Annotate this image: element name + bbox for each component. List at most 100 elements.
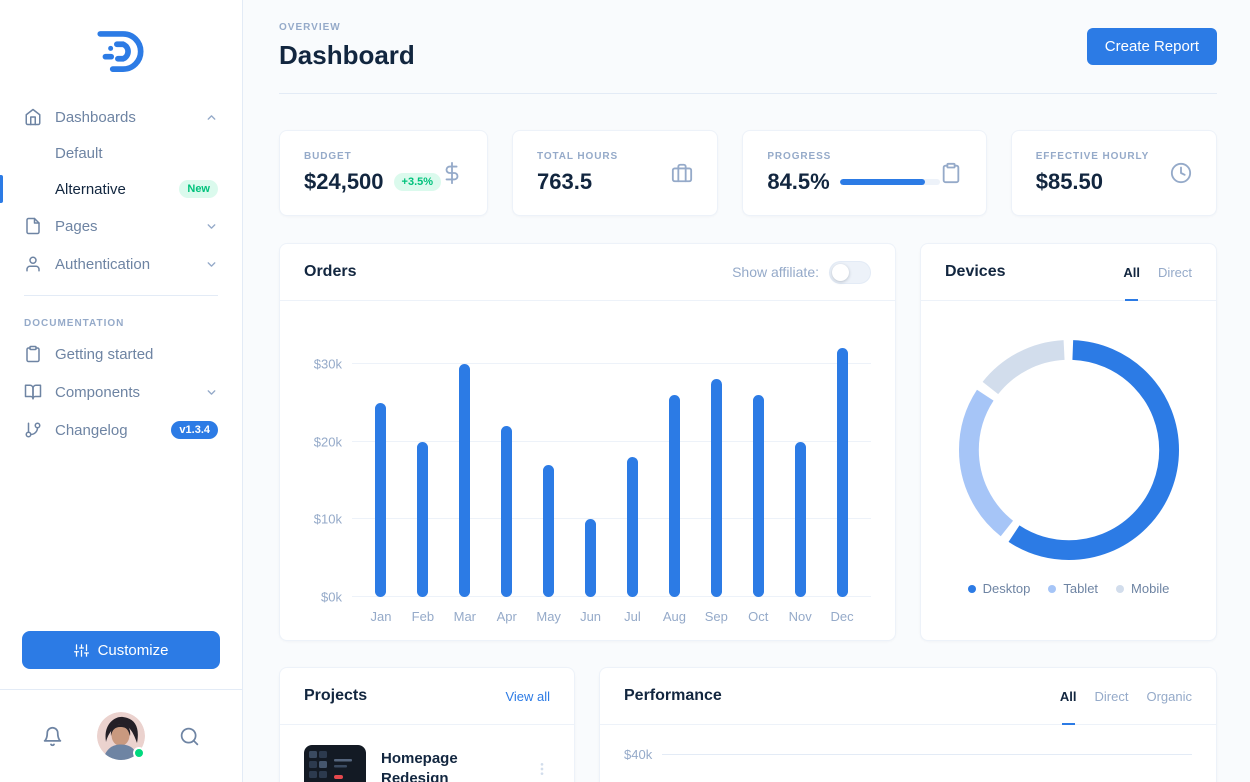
stat-value: 763.5 xyxy=(537,169,593,194)
view-all-link[interactable]: View all xyxy=(505,688,550,704)
legend-item-desktop[interactable]: Desktop xyxy=(967,581,1031,596)
bar-nov xyxy=(794,441,806,597)
bar-may xyxy=(543,464,555,597)
orders-card-header: Orders Show affiliate: xyxy=(280,244,895,301)
orders-xlabel-apr: Apr xyxy=(496,609,517,624)
bell-icon[interactable] xyxy=(42,726,63,747)
git-branch-icon xyxy=(25,422,41,438)
sidebar-item-authentication[interactable]: Authentication xyxy=(0,245,242,283)
dashkit-logo-icon xyxy=(97,31,144,72)
file-icon xyxy=(26,217,40,235)
bar-column-feb xyxy=(402,325,444,597)
sidebar-footer xyxy=(0,689,242,782)
clipboard-icon xyxy=(26,345,40,363)
bar-column-nov xyxy=(779,325,821,597)
legend-label: Desktop xyxy=(982,581,1031,596)
sidebar-item-components[interactable]: Components xyxy=(0,373,242,411)
bar-aug xyxy=(668,394,680,597)
chevron-up-icon xyxy=(207,114,216,120)
bar-column-jun xyxy=(570,325,612,597)
customize-button[interactable]: Customize xyxy=(22,631,220,669)
orders-gridline-30: $30k xyxy=(304,356,871,372)
devices-tab-direct[interactable]: Direct xyxy=(1158,264,1192,280)
charts-row: Orders Show affiliate: $0k $10k $20k $30k J… xyxy=(279,243,1217,641)
sidebar-item-pages[interactable]: Pages xyxy=(0,207,242,245)
sidebar-bottom: Customize xyxy=(0,631,242,782)
orders-title: Orders xyxy=(304,263,357,280)
bar-column-dec xyxy=(821,325,863,597)
orders-gridline-20: $20k xyxy=(304,434,871,450)
legend-dot-desktop xyxy=(967,584,976,593)
chevron-down-icon xyxy=(207,223,216,229)
user-icon xyxy=(26,256,40,272)
stat-label: Progress xyxy=(767,151,832,162)
bar-jan xyxy=(375,402,387,597)
performance-ytick: $40k xyxy=(624,747,653,762)
sidebar-item-alternative[interactable]: Alternative New xyxy=(0,171,242,207)
new-badge: New xyxy=(179,180,218,198)
sidebar-item-dashboards[interactable]: Dashboards xyxy=(0,98,242,136)
sidebar: Dashboards Default Alternative New Pages… xyxy=(0,0,243,782)
stat-card-budget: Budget $24,500 +3.5% xyxy=(279,130,489,216)
orders-xlabel-feb: Feb xyxy=(411,609,435,624)
donut-segment-tablet xyxy=(958,339,1179,561)
performance-gridline xyxy=(662,754,1192,755)
legend-label: Mobile xyxy=(1131,581,1170,596)
performance-tab-organic[interactable]: Organic xyxy=(1146,688,1192,704)
sidebar-item-default[interactable]: Default xyxy=(0,136,242,171)
performance-tab-all[interactable]: All xyxy=(1060,668,1077,725)
orders-ytick: $10k xyxy=(304,511,342,527)
progress-bar-fill xyxy=(839,179,925,185)
user-avatar[interactable] xyxy=(97,712,145,760)
devices-card-header: Devices All Direct xyxy=(921,244,1216,301)
orders-xlabel-oct: Oct xyxy=(748,609,769,624)
sliders-icon xyxy=(73,643,89,657)
create-report-button[interactable]: Create Report xyxy=(1086,28,1217,65)
avatar-image xyxy=(97,712,145,760)
progress-bar xyxy=(839,179,940,185)
affiliate-toggle[interactable] xyxy=(829,260,871,284)
bar-column-oct xyxy=(737,325,779,597)
bar-jul xyxy=(626,457,638,597)
stat-card-progress: Progress 84.5% xyxy=(742,130,987,216)
sidebar-divider xyxy=(24,295,218,296)
chevron-down-icon xyxy=(207,261,216,267)
bottom-row: Projects View all xyxy=(279,667,1217,782)
legend-item-tablet[interactable]: Tablet xyxy=(1048,581,1098,596)
bar-dec xyxy=(836,348,848,597)
app-logo[interactable] xyxy=(0,0,242,98)
orders-bars xyxy=(352,325,871,597)
devices-chart: Desktop Tablet Mobile xyxy=(921,301,1216,640)
bar-oct xyxy=(752,394,764,597)
performance-tab-direct[interactable]: Direct xyxy=(1094,688,1129,704)
bar-column-aug xyxy=(653,325,695,597)
clipboard-icon xyxy=(942,162,959,184)
sidebar-subitem-label: Alternative xyxy=(55,180,126,198)
bar-apr xyxy=(501,426,513,597)
orders-xlabel-jan: Jan xyxy=(370,609,392,624)
devices-legend: Desktop Tablet Mobile xyxy=(967,581,1169,596)
orders-gridline-10: $10k xyxy=(304,511,871,527)
devices-title: Devices xyxy=(945,263,1006,280)
sidebar-item-label: Authentication xyxy=(55,255,151,273)
sidebar-item-label: Getting started xyxy=(55,345,154,363)
orders-xlabel-nov: Nov xyxy=(788,609,812,624)
orders-xlabels: Jan Feb Mar Apr May Jun Jul Aug Sep Oct Nov Dec xyxy=(352,609,871,624)
sidebar-item-getting-started[interactable]: Getting started xyxy=(0,335,242,373)
clock-icon xyxy=(1170,162,1192,184)
main-content: Overview Dashboard Create Report Budget … xyxy=(243,0,1250,782)
orders-xlabel-may: May xyxy=(536,609,561,624)
legend-item-mobile[interactable]: Mobile xyxy=(1116,581,1169,596)
project-item[interactable]: Homepage Redesign xyxy=(304,745,550,782)
devices-tab-all[interactable]: All xyxy=(1123,244,1140,301)
projects-title: Projects xyxy=(304,687,368,704)
orders-xlabel-sep: Sep xyxy=(704,609,728,624)
project-title: Homepage Redesign xyxy=(381,750,458,782)
sidebar-item-changelog[interactable]: Changelog v1.3.4 xyxy=(0,411,242,449)
project-thumbnail xyxy=(304,745,366,782)
search-icon[interactable] xyxy=(179,726,200,747)
more-vertical-icon[interactable] xyxy=(534,761,550,777)
projects-list: Homepage Redesign xyxy=(280,725,574,782)
bar-feb xyxy=(417,441,429,597)
legend-label: Tablet xyxy=(1063,581,1099,596)
